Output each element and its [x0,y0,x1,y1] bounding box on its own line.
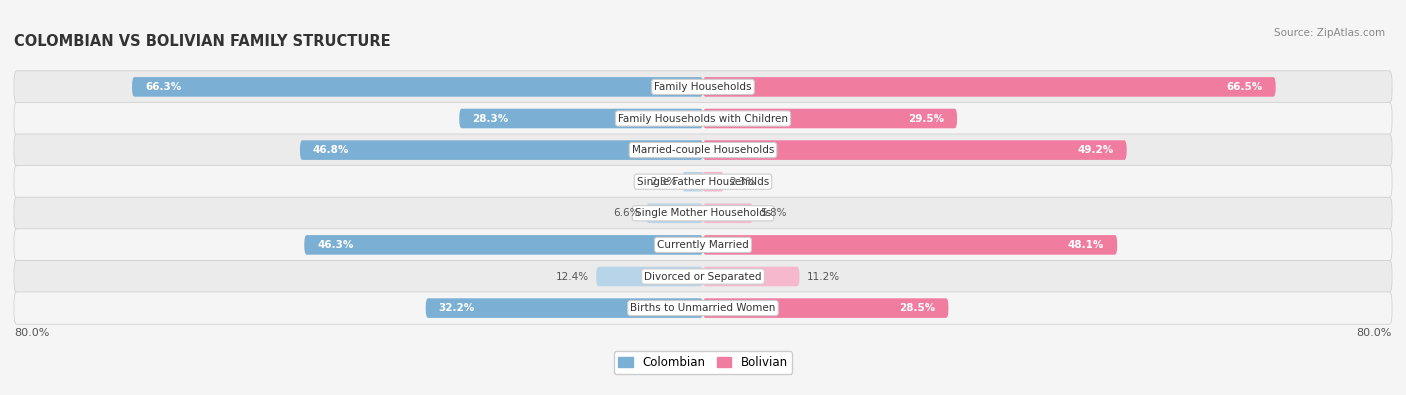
Text: 6.6%: 6.6% [613,208,640,218]
Text: 12.4%: 12.4% [557,271,589,282]
FancyBboxPatch shape [14,229,1392,261]
Text: 46.3%: 46.3% [318,240,353,250]
Text: 46.8%: 46.8% [314,145,349,155]
Text: Family Households with Children: Family Households with Children [619,113,787,124]
FancyBboxPatch shape [703,77,1275,97]
FancyBboxPatch shape [703,235,1118,255]
Text: 80.0%: 80.0% [1357,328,1392,338]
Text: Married-couple Households: Married-couple Households [631,145,775,155]
Text: 28.3%: 28.3% [472,113,509,124]
FancyBboxPatch shape [683,172,703,192]
Text: 28.5%: 28.5% [900,303,935,313]
Text: 11.2%: 11.2% [807,271,839,282]
FancyBboxPatch shape [14,134,1392,166]
Text: 80.0%: 80.0% [14,328,49,338]
FancyBboxPatch shape [426,298,703,318]
Text: Births to Unmarried Women: Births to Unmarried Women [630,303,776,313]
FancyBboxPatch shape [460,109,703,128]
FancyBboxPatch shape [14,71,1392,103]
Text: Currently Married: Currently Married [657,240,749,250]
Text: Source: ZipAtlas.com: Source: ZipAtlas.com [1274,28,1385,38]
Text: 5.8%: 5.8% [759,208,786,218]
FancyBboxPatch shape [703,298,949,318]
FancyBboxPatch shape [703,203,754,223]
FancyBboxPatch shape [703,172,723,192]
Text: 66.3%: 66.3% [145,82,181,92]
FancyBboxPatch shape [14,260,1392,293]
Text: Single Father Households: Single Father Households [637,177,769,187]
Text: Divorced or Separated: Divorced or Separated [644,271,762,282]
FancyBboxPatch shape [304,235,703,255]
FancyBboxPatch shape [647,203,703,223]
FancyBboxPatch shape [14,197,1392,229]
Text: 66.5%: 66.5% [1226,82,1263,92]
Text: 2.3%: 2.3% [650,177,676,187]
Text: 48.1%: 48.1% [1069,240,1104,250]
FancyBboxPatch shape [703,109,957,128]
Text: 32.2%: 32.2% [439,303,475,313]
FancyBboxPatch shape [14,102,1392,135]
FancyBboxPatch shape [299,140,703,160]
Text: 49.2%: 49.2% [1077,145,1114,155]
Text: COLOMBIAN VS BOLIVIAN FAMILY STRUCTURE: COLOMBIAN VS BOLIVIAN FAMILY STRUCTURE [14,34,391,49]
Text: 2.3%: 2.3% [730,177,756,187]
Text: 29.5%: 29.5% [908,113,945,124]
FancyBboxPatch shape [703,140,1126,160]
Text: Family Households: Family Households [654,82,752,92]
FancyBboxPatch shape [703,267,800,286]
FancyBboxPatch shape [132,77,703,97]
Legend: Colombian, Bolivian: Colombian, Bolivian [613,351,793,374]
FancyBboxPatch shape [14,166,1392,198]
FancyBboxPatch shape [596,267,703,286]
FancyBboxPatch shape [14,292,1392,324]
Text: Single Mother Households: Single Mother Households [636,208,770,218]
